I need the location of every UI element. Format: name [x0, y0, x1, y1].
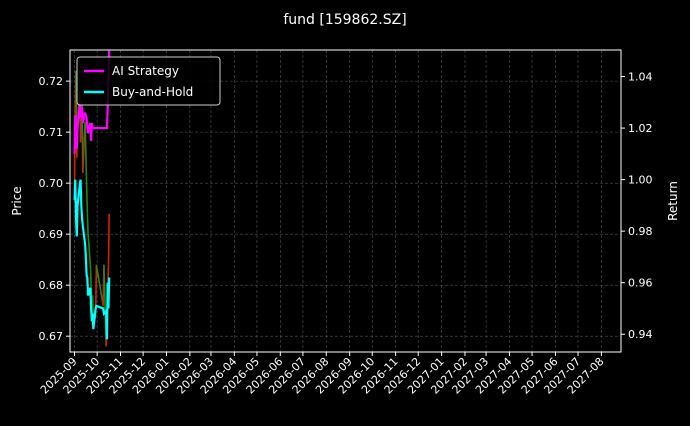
plot-lines	[73, 50, 111, 347]
legend-box	[76, 56, 221, 106]
y-tick-label-right: 1.02	[628, 122, 653, 135]
y-tick-label-left: 0.70	[39, 177, 64, 190]
price-segment	[89, 264, 92, 286]
plot-area	[73, 50, 111, 347]
chart-title: fund [159862.SZ]	[283, 12, 406, 28]
y-tick-label-left: 0.69	[39, 228, 64, 241]
series-line-buy-and-hold	[73, 179, 111, 340]
y-tick-label-right: 0.98	[628, 225, 653, 238]
y-tick-label-right: 1.00	[628, 174, 653, 187]
axis-ticks: 2025-092025-102025-112025-122026-012026-…	[38, 71, 653, 397]
y-axis-left-label: Price	[10, 186, 24, 215]
price-segment	[85, 183, 89, 214]
y-tick-label-left: 0.68	[39, 279, 64, 292]
series-line-ai-strategy	[73, 50, 111, 154]
price-segment	[84, 121, 87, 153]
y-tick-label-right: 1.04	[628, 71, 653, 84]
y-tick-label-right: 0.94	[628, 328, 653, 341]
plot-frame	[69, 49, 622, 353]
legend-label-buy-and-hold: Buy-and-Hold	[112, 85, 193, 99]
legend-label-ai-strategy: AI Strategy	[112, 64, 179, 78]
y-tick-label-left: 0.67	[39, 330, 64, 343]
price-segment	[107, 213, 110, 265]
price-segment	[86, 213, 89, 235]
y-tick-label-left: 0.71	[39, 126, 64, 139]
price-segment	[85, 152, 88, 184]
price-segment	[95, 264, 104, 306]
y-tick-label-right: 0.96	[628, 277, 653, 290]
price-segment	[87, 234, 92, 265]
legend: AI Strategy Buy-and-Hold	[76, 56, 221, 106]
y-tick-label-left: 0.72	[39, 75, 64, 88]
y-axis-right-label: Return	[666, 181, 680, 221]
